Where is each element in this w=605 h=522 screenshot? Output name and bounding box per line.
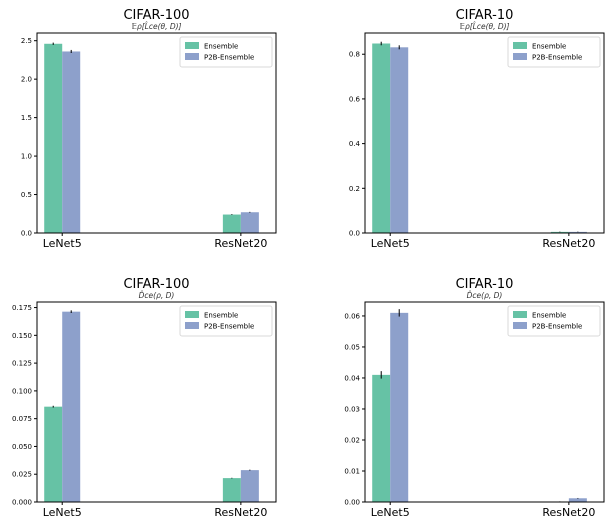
y-tick-label: 0.150 [12, 332, 32, 340]
y-tick-label: 0.075 [12, 415, 32, 423]
legend-swatch-ensemble [513, 311, 527, 318]
legend-label: P2B-Ensemble [532, 323, 582, 331]
y-tick-label: 0.6 [349, 95, 361, 103]
y-tick-label: 0.01 [344, 467, 360, 475]
legend-box [180, 306, 272, 336]
y-tick-label: 0.03 [344, 405, 360, 413]
x-tick-label: LeNet5 [371, 506, 410, 518]
y-tick-label: 0.000 [12, 499, 32, 507]
x-tick-label: LeNet5 [371, 237, 410, 250]
y-tick-label: 0.5 [21, 191, 32, 199]
bar-ensemble-lenet5 [372, 375, 390, 502]
bar-p2b-ensemble-resnet20 [241, 470, 259, 502]
bar-ensemble-lenet5 [44, 44, 62, 233]
legend-label: P2B-Ensemble [204, 323, 254, 331]
legend-swatch-ensemble [185, 311, 199, 318]
y-tick-label: 0.2 [349, 185, 360, 193]
bar-p2b-ensemble-lenet5 [62, 312, 80, 502]
chart-title: CIFAR-100 [123, 8, 189, 23]
bar-p2b-ensemble-resnet20 [569, 498, 587, 502]
legend-label: Ensemble [204, 312, 238, 320]
y-tick-label: 0.05 [344, 343, 360, 351]
legend: Ensemble P2B-Ensemble [508, 306, 600, 336]
y-tick-label: 0.100 [12, 387, 32, 395]
y-tick-label: 0.00 [344, 499, 360, 507]
chart-title: CIFAR-10 [456, 8, 514, 23]
legend-label: Ensemble [532, 43, 566, 51]
chart-subtitle: D̂ce(ρ, D) [467, 291, 503, 300]
bar-ensemble-resnet20 [223, 215, 241, 233]
y-tick-label: 2.0 [21, 76, 32, 84]
bar-p2b-ensemble-lenet5 [62, 51, 80, 233]
y-tick-label: 2.5 [21, 37, 32, 45]
y-tick-label: 1.0 [21, 153, 32, 161]
y-tick-label: 0.04 [344, 374, 360, 382]
x-tick-label: ResNet20 [542, 506, 595, 518]
chart-subtitle: 𝔼ρ[L̂ce(θ, D)] [132, 22, 182, 31]
y-tick-label: 0.025 [12, 471, 32, 479]
bar-ensemble-lenet5 [372, 44, 390, 233]
bar-ensemble-resnet20 [223, 478, 241, 502]
bar-p2b-ensemble-lenet5 [390, 313, 408, 502]
legend-swatch-p2b-ensemble [185, 322, 199, 329]
y-tick-label: 0.0 [349, 230, 360, 238]
chart-title: CIFAR-100 [123, 277, 189, 292]
y-tick-label: 0.125 [12, 360, 32, 368]
x-tick-label: LeNet5 [43, 506, 82, 518]
x-tick-label: LeNet5 [43, 237, 82, 250]
x-tick-label: ResNet20 [214, 506, 267, 518]
legend-label: P2B-Ensemble [532, 54, 582, 62]
y-tick-label: 0.06 [344, 312, 360, 320]
legend-swatch-p2b-ensemble [185, 53, 199, 60]
x-tick-label: ResNet20 [214, 237, 267, 250]
y-tick-label: 0.02 [344, 436, 360, 444]
legend: Ensemble P2B-Ensemble [508, 37, 600, 67]
chart-panel-4: CIFAR-10D̂ce(ρ, D) 0.00 0.01 0.02 0.03 0.04 0.… [344, 277, 604, 518]
y-tick-label: 0.175 [12, 304, 32, 312]
legend: Ensemble P2B-Ensemble [180, 37, 272, 67]
y-tick-label: 0.0 [21, 230, 32, 238]
chart-subtitle: D̂ce(ρ, D) [139, 291, 175, 300]
y-tick-label: 0.4 [349, 140, 361, 148]
chart-subtitle: 𝔼ρ[L̂ce(θ, D)] [460, 22, 510, 31]
bar-p2b-ensemble-lenet5 [390, 47, 408, 233]
legend-label: Ensemble [532, 312, 566, 320]
y-tick-label: 1.5 [21, 114, 32, 122]
bar-p2b-ensemble-resnet20 [241, 212, 259, 233]
legend-swatch-p2b-ensemble [513, 53, 527, 60]
legend-swatch-ensemble [185, 42, 199, 49]
legend-box [180, 37, 272, 67]
legend-box [508, 37, 600, 67]
legend-swatch-ensemble [513, 42, 527, 49]
y-tick-label: 0.050 [12, 443, 32, 451]
legend-label: Ensemble [204, 43, 238, 51]
legend-label: P2B-Ensemble [204, 54, 254, 62]
chart-title: CIFAR-10 [456, 277, 514, 292]
legend-swatch-p2b-ensemble [513, 322, 527, 329]
legend-box [508, 306, 600, 336]
legend: Ensemble P2B-Ensemble [180, 306, 272, 336]
x-tick-label: ResNet20 [542, 237, 595, 250]
bar-ensemble-lenet5 [44, 407, 62, 502]
y-tick-label: 0.8 [349, 51, 360, 59]
